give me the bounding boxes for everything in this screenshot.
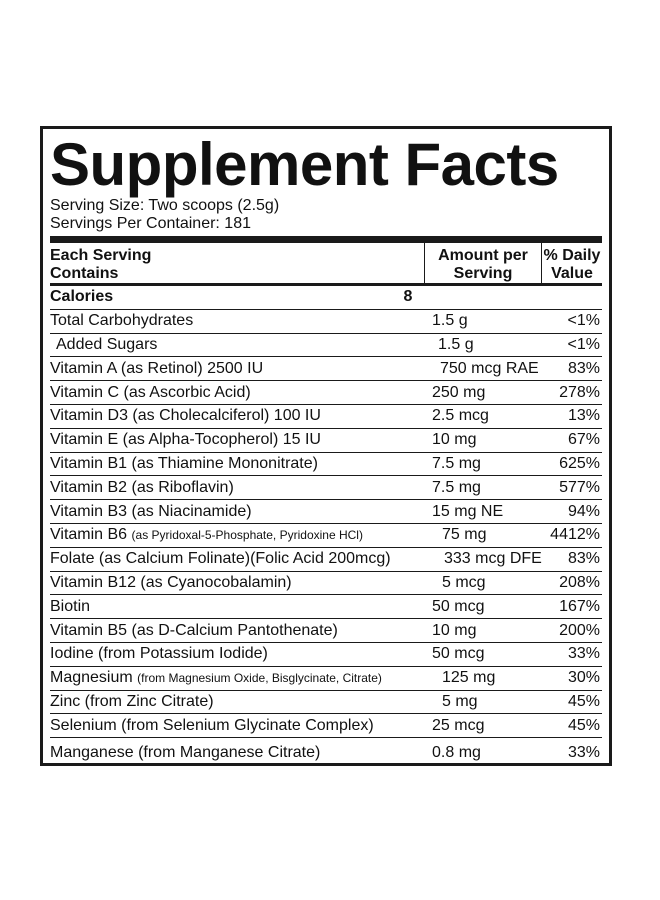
nutrient-amount: 50 mcg <box>432 597 485 615</box>
table-row: Biotin 50 mcg 167% <box>50 595 602 620</box>
header-amount: Amount per Serving <box>424 243 541 283</box>
nutrient-name-main: Magnesium <box>50 669 138 687</box>
nutrient-dv: 13% <box>567 407 600 425</box>
nutrient-dv: 4412% <box>550 526 600 544</box>
nutrient-dv: 167% <box>559 597 600 615</box>
nutrient-dv: 577% <box>559 478 600 496</box>
header-col2-line2: Serving <box>453 265 513 282</box>
table-row: Vitamin B3 (as Niacinamide) 15 mg NE 94% <box>50 500 602 524</box>
nutrient-name: Vitamin C (as Ascorbic Acid) <box>50 383 251 401</box>
nutrient-dv: 33% <box>567 744 600 762</box>
nutrient-dv: 67% <box>567 431 600 449</box>
nutrient-amount: 333 mcg DFE <box>444 550 542 568</box>
header-col3-line1: % Daily <box>543 247 601 264</box>
header-col1-line1: Each Serving <box>50 247 152 264</box>
table-row: Vitamin B6 (as Pyridoxal-5-Phosphate, Py… <box>50 524 602 548</box>
nutrient-name: Vitamin D3 (as Cholecalciferol) 100 IU <box>50 407 321 425</box>
nutrient-name: Total Carbohydrates <box>50 312 194 330</box>
nutrient-name: Calories <box>50 288 114 306</box>
header-col1-line2: Contains <box>50 265 119 282</box>
table-row: Vitamin E (as Alpha-Tocopherol) 15 IU 10… <box>50 429 602 453</box>
nutrient-dv: 83% <box>567 550 600 568</box>
table-row: Added Sugars 1.5 g <1% <box>50 334 602 358</box>
table-row: Selenium (from Selenium Glycinate Comple… <box>50 714 602 739</box>
nutrient-dv: 83% <box>567 359 600 377</box>
nutrient-dv: 30% <box>567 669 600 687</box>
nutrient-dv: 625% <box>559 454 600 472</box>
nutrient-name: Vitamin B6 (as Pyridoxal-5-Phosphate, Py… <box>50 526 442 544</box>
nutrient-name: Vitamin B2 (as Riboflavin) <box>50 478 234 496</box>
nutrient-name: Added Sugars <box>56 335 158 353</box>
nutrient-amount: 2.5 mcg <box>432 407 489 425</box>
nutrient-name: Zinc (from Zinc Citrate) <box>50 692 214 710</box>
nutrient-amount: 25 mcg <box>432 716 485 734</box>
nutrient-amount: 7.5 mg <box>432 478 481 496</box>
table-row: Vitamin B2 (as Riboflavin) 7.5 mg 577% <box>50 476 602 501</box>
nutrient-dv: 33% <box>567 645 600 663</box>
table-row: Vitamin D3 (as Cholecalciferol) 100 IU 2… <box>50 405 602 429</box>
table-row: Folate (as Calcium Folinate)(Folic Acid … <box>50 548 602 572</box>
table-row: Calories 8 <box>50 286 602 310</box>
table-row: Manganese (from Manganese Citrate) 0.8 m… <box>50 738 602 768</box>
nutrient-dv: <1% <box>567 312 600 330</box>
nutrient-name: Biotin <box>50 597 91 615</box>
nutrient-amount: 8 <box>403 288 413 306</box>
nutrient-amount: 1.5 g <box>432 312 468 330</box>
serving-size: Serving Size: Two scoops (2.5g) <box>50 197 280 214</box>
nutrient-dv: 94% <box>567 502 600 520</box>
nutrient-amount: 50 mcg <box>432 645 485 663</box>
table-header: Each Serving Contains Amount per Serving… <box>50 243 602 286</box>
panel-title: Supplement Facts <box>50 131 559 198</box>
table-row: Vitamin A (as Retinol) 2500 IU 750 mcg R… <box>50 357 602 382</box>
nutrient-amount: 750 mcg RAE <box>440 359 539 377</box>
header-col2-line1: Amount per <box>438 247 528 264</box>
nutrient-amount: 5 mg <box>442 692 478 710</box>
nutrient-amount: 0.8 mg <box>432 744 481 762</box>
table-row: Vitamin B1 (as Thiamine Mononitrate) 7.5… <box>50 453 602 477</box>
thick-divider <box>50 236 602 243</box>
nutrient-amount: 125 mg <box>442 669 496 687</box>
table-row: Zinc (from Zinc Citrate) 5 mg 45% <box>50 691 602 715</box>
nutrient-amount: 10 mg <box>432 621 477 639</box>
table-row: Vitamin B5 (as D-Calcium Pantothenate) 1… <box>50 619 602 643</box>
nutrient-dv: 278% <box>559 383 600 401</box>
nutrient-name: Iodine (from Potassium Iodide) <box>50 645 268 663</box>
nutrient-name: Vitamin B5 (as D-Calcium Pantothenate) <box>50 621 338 639</box>
supplement-facts-panel: Supplement Facts Serving Size: Two scoop… <box>40 126 612 766</box>
nutrient-amount: 5 mcg <box>442 573 486 591</box>
nutrient-amount: 1.5 g <box>438 335 474 353</box>
nutrient-name-source: (from Magnesium Oxide, Bisglycinate, Cit… <box>137 671 382 686</box>
nutrient-dv: 45% <box>567 692 600 710</box>
nutrient-table: Calories 8 Total Carbohydrates 1.5 g <1%… <box>50 286 602 768</box>
nutrient-name: Vitamin B1 (as Thiamine Mononitrate) <box>50 454 318 472</box>
table-row: Magnesium (from Magnesium Oxide, Bisglyc… <box>50 667 602 691</box>
nutrient-name: Vitamin E (as Alpha-Tocopherol) 15 IU <box>50 431 321 449</box>
servings-per-container: Servings Per Container: 181 <box>50 215 251 232</box>
table-row: Vitamin B12 (as Cyanocobalamin) 5 mcg 20… <box>50 572 602 596</box>
nutrient-dv: 208% <box>559 573 600 591</box>
nutrient-dv: 200% <box>559 621 600 639</box>
nutrient-amount: 15 mg NE <box>432 502 504 520</box>
nutrient-name: Vitamin B3 (as Niacinamide) <box>50 502 252 520</box>
table-row: Vitamin C (as Ascorbic Acid) 250 mg 278% <box>50 381 602 405</box>
table-row: Iodine (from Potassium Iodide) 50 mcg 33… <box>50 643 602 667</box>
header-daily-value: % Daily Value <box>541 243 602 283</box>
nutrient-name: Vitamin B12 (as Cyanocobalamin) <box>50 573 292 591</box>
header-col3-line2: Value <box>551 265 593 282</box>
nutrient-amount: 75 mg <box>442 526 487 544</box>
nutrient-name: Selenium (from Selenium Glycinate Comple… <box>50 716 374 734</box>
nutrient-amount: 10 mg <box>432 431 477 449</box>
nutrient-name-main: Vitamin B6 <box>50 526 132 544</box>
nutrient-name: Magnesium (from Magnesium Oxide, Bisglyc… <box>50 669 442 687</box>
nutrient-dv: <1% <box>567 335 600 353</box>
nutrient-name: Manganese (from Manganese Citrate) <box>50 744 321 762</box>
nutrient-amount: 7.5 mg <box>432 454 481 472</box>
nutrient-name-source: (as Pyridoxal-5-Phosphate, Pyridoxine HC… <box>131 528 363 543</box>
nutrient-amount: 250 mg <box>432 383 486 401</box>
table-row: Total Carbohydrates 1.5 g <1% <box>50 310 602 334</box>
nutrient-name: Vitamin A (as Retinol) 2500 IU <box>50 359 264 377</box>
header-each-serving: Each Serving Contains <box>50 243 424 283</box>
nutrient-dv: 45% <box>567 716 600 734</box>
nutrient-name: Folate (as Calcium Folinate)(Folic Acid … <box>50 550 391 568</box>
